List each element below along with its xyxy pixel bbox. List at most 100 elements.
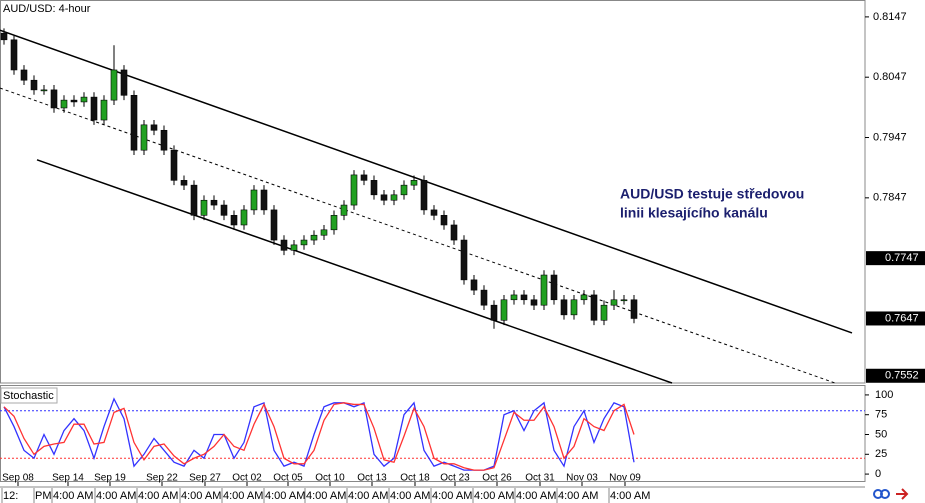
candle-body xyxy=(540,274,548,306)
candle-body xyxy=(530,299,538,306)
candle-body xyxy=(430,209,438,216)
time-tick-label: 4:00 AM xyxy=(265,490,305,502)
candle-body xyxy=(600,304,608,321)
time-tick-label: 4:00 AM xyxy=(390,490,430,502)
y-tick-label: 100 xyxy=(875,389,893,401)
candle-body xyxy=(380,194,388,201)
stochastic-title: Stochastic xyxy=(3,390,54,402)
x-tick-label: Sep 19 xyxy=(94,473,126,484)
candle-body xyxy=(350,174,358,206)
time-tick-label: 4:00 AM xyxy=(348,490,388,502)
candle-body xyxy=(40,89,48,92)
candle-body xyxy=(70,99,78,103)
candle-body xyxy=(170,149,178,181)
candle-body xyxy=(420,180,428,211)
candle-body xyxy=(180,180,188,186)
x-tick-label: Nov 03 xyxy=(566,473,598,484)
y-tick-label: 0 xyxy=(875,468,881,480)
x-tick-label: Oct 31 xyxy=(525,473,555,484)
x-tick-label: Sep 27 xyxy=(189,473,221,484)
price-marker-label: 0.7647 xyxy=(885,312,919,324)
annotation-line: linii klesajícího kanálu xyxy=(620,205,768,221)
candle-body xyxy=(240,209,248,226)
time-tick-label: 4:00 AM xyxy=(96,490,136,502)
candle-body xyxy=(80,96,88,103)
candle-body xyxy=(230,215,238,226)
candle-body xyxy=(20,69,28,81)
x-tick-label: Oct 18 xyxy=(400,473,430,484)
candle-body xyxy=(510,294,518,301)
candle-body xyxy=(400,184,408,196)
time-tick-label: 4:00 AM xyxy=(610,490,650,502)
x-tick-label: Oct 10 xyxy=(315,473,345,484)
time-tick-label: 4:00 AM xyxy=(223,490,263,502)
candle-body xyxy=(200,199,208,216)
trend-line xyxy=(36,159,673,384)
chart-title: AUD/USD: 4-hour xyxy=(3,3,91,15)
candle-body xyxy=(220,204,228,216)
time-tick-label: 4:00 AM xyxy=(138,490,178,502)
price-marker xyxy=(866,311,925,326)
price-marker xyxy=(866,368,925,383)
toolbar-icons[interactable] xyxy=(873,488,909,500)
price-marker xyxy=(866,251,925,266)
candle-body xyxy=(30,79,38,91)
candle-body xyxy=(190,184,198,216)
candle-body xyxy=(290,244,298,251)
x-tick-label: Sep 08 xyxy=(2,473,34,484)
candle-body xyxy=(340,204,348,216)
time-tick-label: 4:00 AM xyxy=(306,490,346,502)
y-tick-label: 50 xyxy=(875,428,887,440)
candle-body xyxy=(310,234,318,241)
candle-body xyxy=(410,180,418,186)
price-panel-frame xyxy=(0,0,866,384)
title-box xyxy=(1,1,97,16)
y-tick-label: 0.8147 xyxy=(873,11,907,23)
candle-body xyxy=(550,274,558,301)
stochastic-label-box xyxy=(0,387,58,404)
candle-body xyxy=(470,279,478,291)
y-tick-label: 0.7847 xyxy=(873,192,907,204)
candle-body xyxy=(90,96,98,121)
candle-body xyxy=(620,299,628,302)
candle-body xyxy=(300,239,308,246)
x-tick-label: Oct 05 xyxy=(273,473,303,484)
candle-body xyxy=(100,99,108,121)
candle-body xyxy=(330,215,338,231)
annotation-line: AUD/USD testuje středovou xyxy=(620,186,804,202)
candle-body xyxy=(390,194,398,201)
candle-body xyxy=(260,189,268,211)
candle-body xyxy=(460,239,468,281)
candle-body xyxy=(280,239,288,251)
candle-body xyxy=(580,294,588,301)
candle-body xyxy=(490,304,498,321)
candle-body xyxy=(520,294,528,301)
link-icon[interactable] xyxy=(880,489,890,499)
candle-body xyxy=(360,174,368,181)
x-tick-label: Oct 23 xyxy=(440,473,470,484)
arrow-icon[interactable] xyxy=(896,488,909,500)
candle-body xyxy=(560,299,568,316)
candle-body xyxy=(320,229,328,236)
time-tick-label: 12: xyxy=(3,490,18,502)
candle-body xyxy=(140,124,148,151)
candle-body xyxy=(630,299,638,319)
candle-body xyxy=(610,299,618,306)
y-tick-label: 25 xyxy=(875,448,887,460)
candle-body xyxy=(0,32,8,41)
x-tick-label: Oct 13 xyxy=(357,473,387,484)
candle-body xyxy=(10,39,18,71)
price-marker-label: 0.7747 xyxy=(885,252,919,264)
candle-body xyxy=(110,69,118,101)
candle-body xyxy=(480,289,488,306)
time-tick-label: 4:00 AM xyxy=(432,490,472,502)
time-tick-label: 4:00 AM xyxy=(516,490,556,502)
time-tick-label: 4:00 AM xyxy=(181,490,221,502)
time-tick-label: 4:00 AM xyxy=(474,490,514,502)
stochastic-panel-frame xyxy=(0,385,866,482)
stochastic-line xyxy=(3,402,635,471)
x-tick-label: Sep 22 xyxy=(146,473,178,484)
candle-body xyxy=(370,180,378,196)
